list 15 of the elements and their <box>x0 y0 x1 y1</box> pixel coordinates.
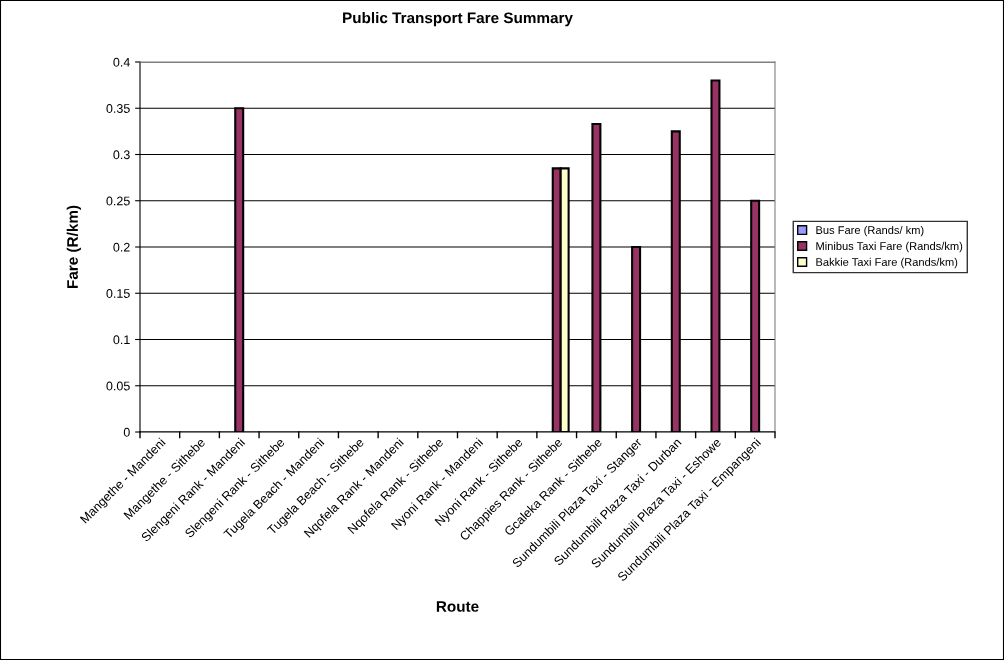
y-tick-label: 0.05 <box>106 381 130 391</box>
legend-label: Minibus Taxi Fare (Rands/km) <box>816 241 963 253</box>
legend-label: Bakkie Taxi Fare (Rands/km) <box>816 257 958 269</box>
x-axis-title: Route <box>436 601 479 612</box>
legend-label: Bus Fare (Rands/ km) <box>816 225 924 237</box>
y-tick-label: 0.35 <box>106 104 130 113</box>
y-tick-label: 0.25 <box>106 196 130 206</box>
y-tick-label: 0 <box>123 427 130 437</box>
y-tick-label: 0.1 <box>113 335 130 345</box>
y-tick-label: 0.4 <box>113 57 130 67</box>
y-tick-label: 0.15 <box>106 289 130 298</box>
y-tick-label: 0.3 <box>113 150 130 160</box>
y-axis-title: Fare (R/km) <box>66 205 81 288</box>
chart-title: Public Transport Fare Summary <box>343 12 573 27</box>
y-tick-label: 0.2 <box>113 242 130 252</box>
